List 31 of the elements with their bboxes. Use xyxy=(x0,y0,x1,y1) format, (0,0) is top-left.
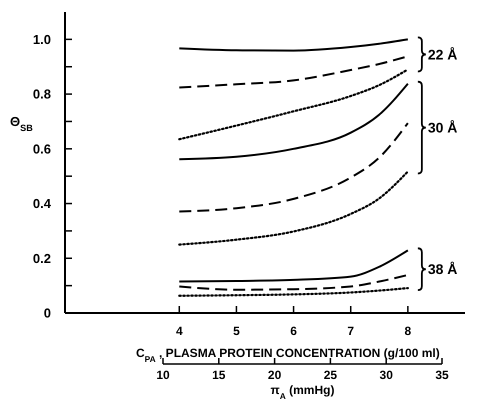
y-tick-label: 0.6 xyxy=(32,141,51,156)
line-series xyxy=(178,274,409,291)
x2-tick-label: 35 xyxy=(435,368,449,382)
x-tick-label: 8 xyxy=(404,324,412,338)
line-series xyxy=(178,82,409,160)
x-tick-label: 6 xyxy=(290,324,298,338)
line-series xyxy=(178,249,409,283)
x2-axis-title: π$_{A}$ (mmHg) xyxy=(270,383,334,401)
y-tick-label: 0.4 xyxy=(32,196,52,212)
x-tick-label: 7 xyxy=(347,324,354,338)
line-series xyxy=(178,170,409,246)
annotation: 22 Å xyxy=(428,46,458,62)
y-tick-label: 0.8 xyxy=(32,86,51,102)
y-axis-title: Θ$_{SB}$ xyxy=(10,114,34,134)
x2-tick-label: 15 xyxy=(212,368,226,382)
x-tick-label: 5 xyxy=(233,324,240,338)
line-series xyxy=(178,287,409,297)
x-axis-title: C$_{PA}$ , PLASMA PROTEIN CONCENTRATION (g/100 ml) xyxy=(136,346,440,364)
x2-tick-label: 20 xyxy=(268,368,282,382)
x2-tick-label: 10 xyxy=(156,368,170,382)
line-series xyxy=(178,122,409,212)
x2-tick-label: 30 xyxy=(380,368,394,382)
x-tick-label: 4 xyxy=(176,324,183,338)
line-series xyxy=(178,38,409,52)
x2-tick-label: 25 xyxy=(324,368,338,382)
annotation: 38 Å xyxy=(428,261,458,278)
y-tick-label: 0 xyxy=(44,306,51,321)
y-tick-label: 1.0 xyxy=(32,32,51,47)
line-series xyxy=(178,68,409,140)
y-tick-label: 0.2 xyxy=(32,250,51,266)
annotation: 30 Å xyxy=(428,120,458,136)
